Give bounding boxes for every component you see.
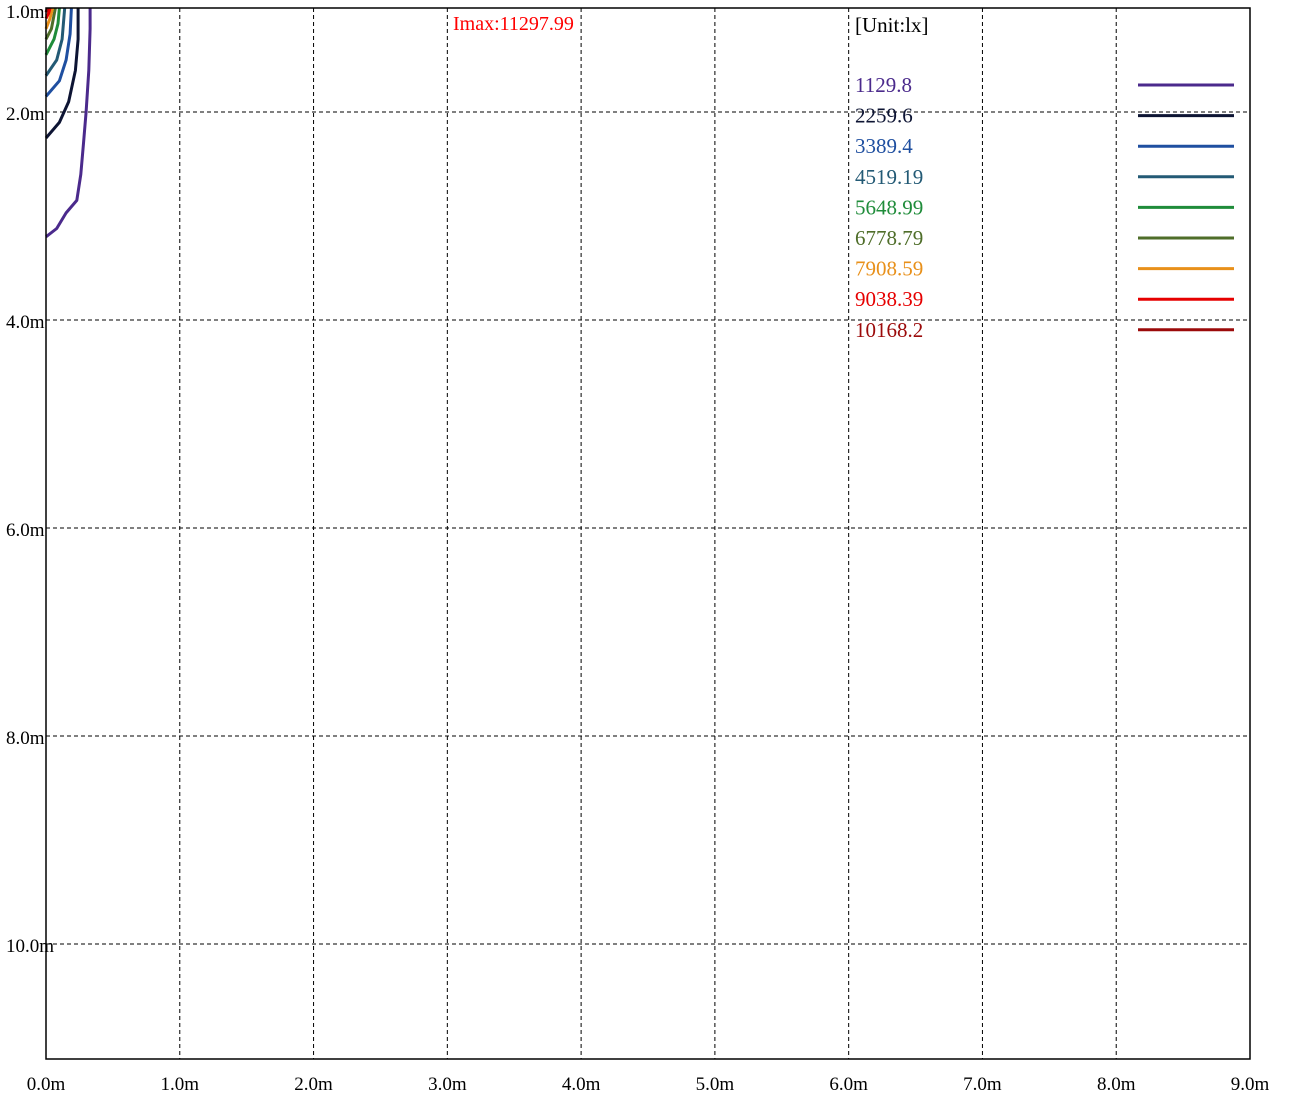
x-tick-label: 5.0m xyxy=(696,1074,735,1095)
x-tick-label: 9.0m xyxy=(1231,1074,1270,1095)
legend-label: 1129.8 xyxy=(855,73,912,97)
plot-frame xyxy=(45,7,1251,1060)
y-tick-label: 2.0m xyxy=(6,104,45,125)
contour-line-1129.8 xyxy=(45,8,92,238)
x-tick-labels: 0.0m 1.0m 2.0m 3.0m 4.0m 5.0m 6.0m 7.0m 8.0m 9.0m xyxy=(27,1074,1270,1095)
x-tick-label: 8.0m xyxy=(1097,1074,1136,1095)
grid-lines xyxy=(46,8,1250,1059)
legend-label: 3389.4 xyxy=(855,134,913,158)
y-tick-label: 1.0m xyxy=(6,2,45,23)
legend: 1129.8 2259.6 3389.4 4519.19 5648.99 6778.79 7… xyxy=(855,73,1234,342)
y-tick-label: 6.0m xyxy=(6,520,45,541)
x-tick-label: 7.0m xyxy=(963,1074,1002,1095)
y-tick-label: 10.0m xyxy=(6,936,54,957)
legend-label: 2259.6 xyxy=(855,104,913,128)
legend-label: 7908.59 xyxy=(855,257,923,281)
legend-label: 4519.19 xyxy=(855,165,923,189)
contour-line-7908.59 xyxy=(44,7,55,30)
contour-line-3389.4 xyxy=(44,7,73,98)
x-tick-label: 2.0m xyxy=(294,1074,333,1095)
y-tick-label: 8.0m xyxy=(6,728,45,749)
contour-line-5648.99 xyxy=(44,7,61,56)
legend-label: 10168.2 xyxy=(855,318,923,342)
legend-label: 6778.79 xyxy=(855,226,923,250)
x-tick-label: 3.0m xyxy=(428,1074,467,1095)
x-tick-label: 1.0m xyxy=(161,1074,200,1095)
x-tick-label: 6.0m xyxy=(829,1074,868,1095)
contour-lines xyxy=(44,7,92,238)
contour-line-9038.39 xyxy=(44,7,52,20)
peak-illuminance-label: Imax:11297.99 xyxy=(453,13,574,35)
legend-label: 9038.39 xyxy=(855,287,923,311)
x-tick-label: 4.0m xyxy=(562,1074,601,1095)
x-tick-label: 0.0m xyxy=(27,1074,66,1095)
legend-label: 5648.99 xyxy=(855,195,923,219)
y-tick-label: 4.0m xyxy=(6,312,45,333)
contour-line-4519.19 xyxy=(44,7,67,77)
contour-line-6778.79 xyxy=(44,7,57,40)
unit-label: [Unit:lx] xyxy=(855,13,929,37)
contour-line-2259.6 xyxy=(44,8,80,139)
y-tick-labels: 1.0m 2.0m 4.0m 6.0m 8.0m 10.0m xyxy=(6,2,54,957)
